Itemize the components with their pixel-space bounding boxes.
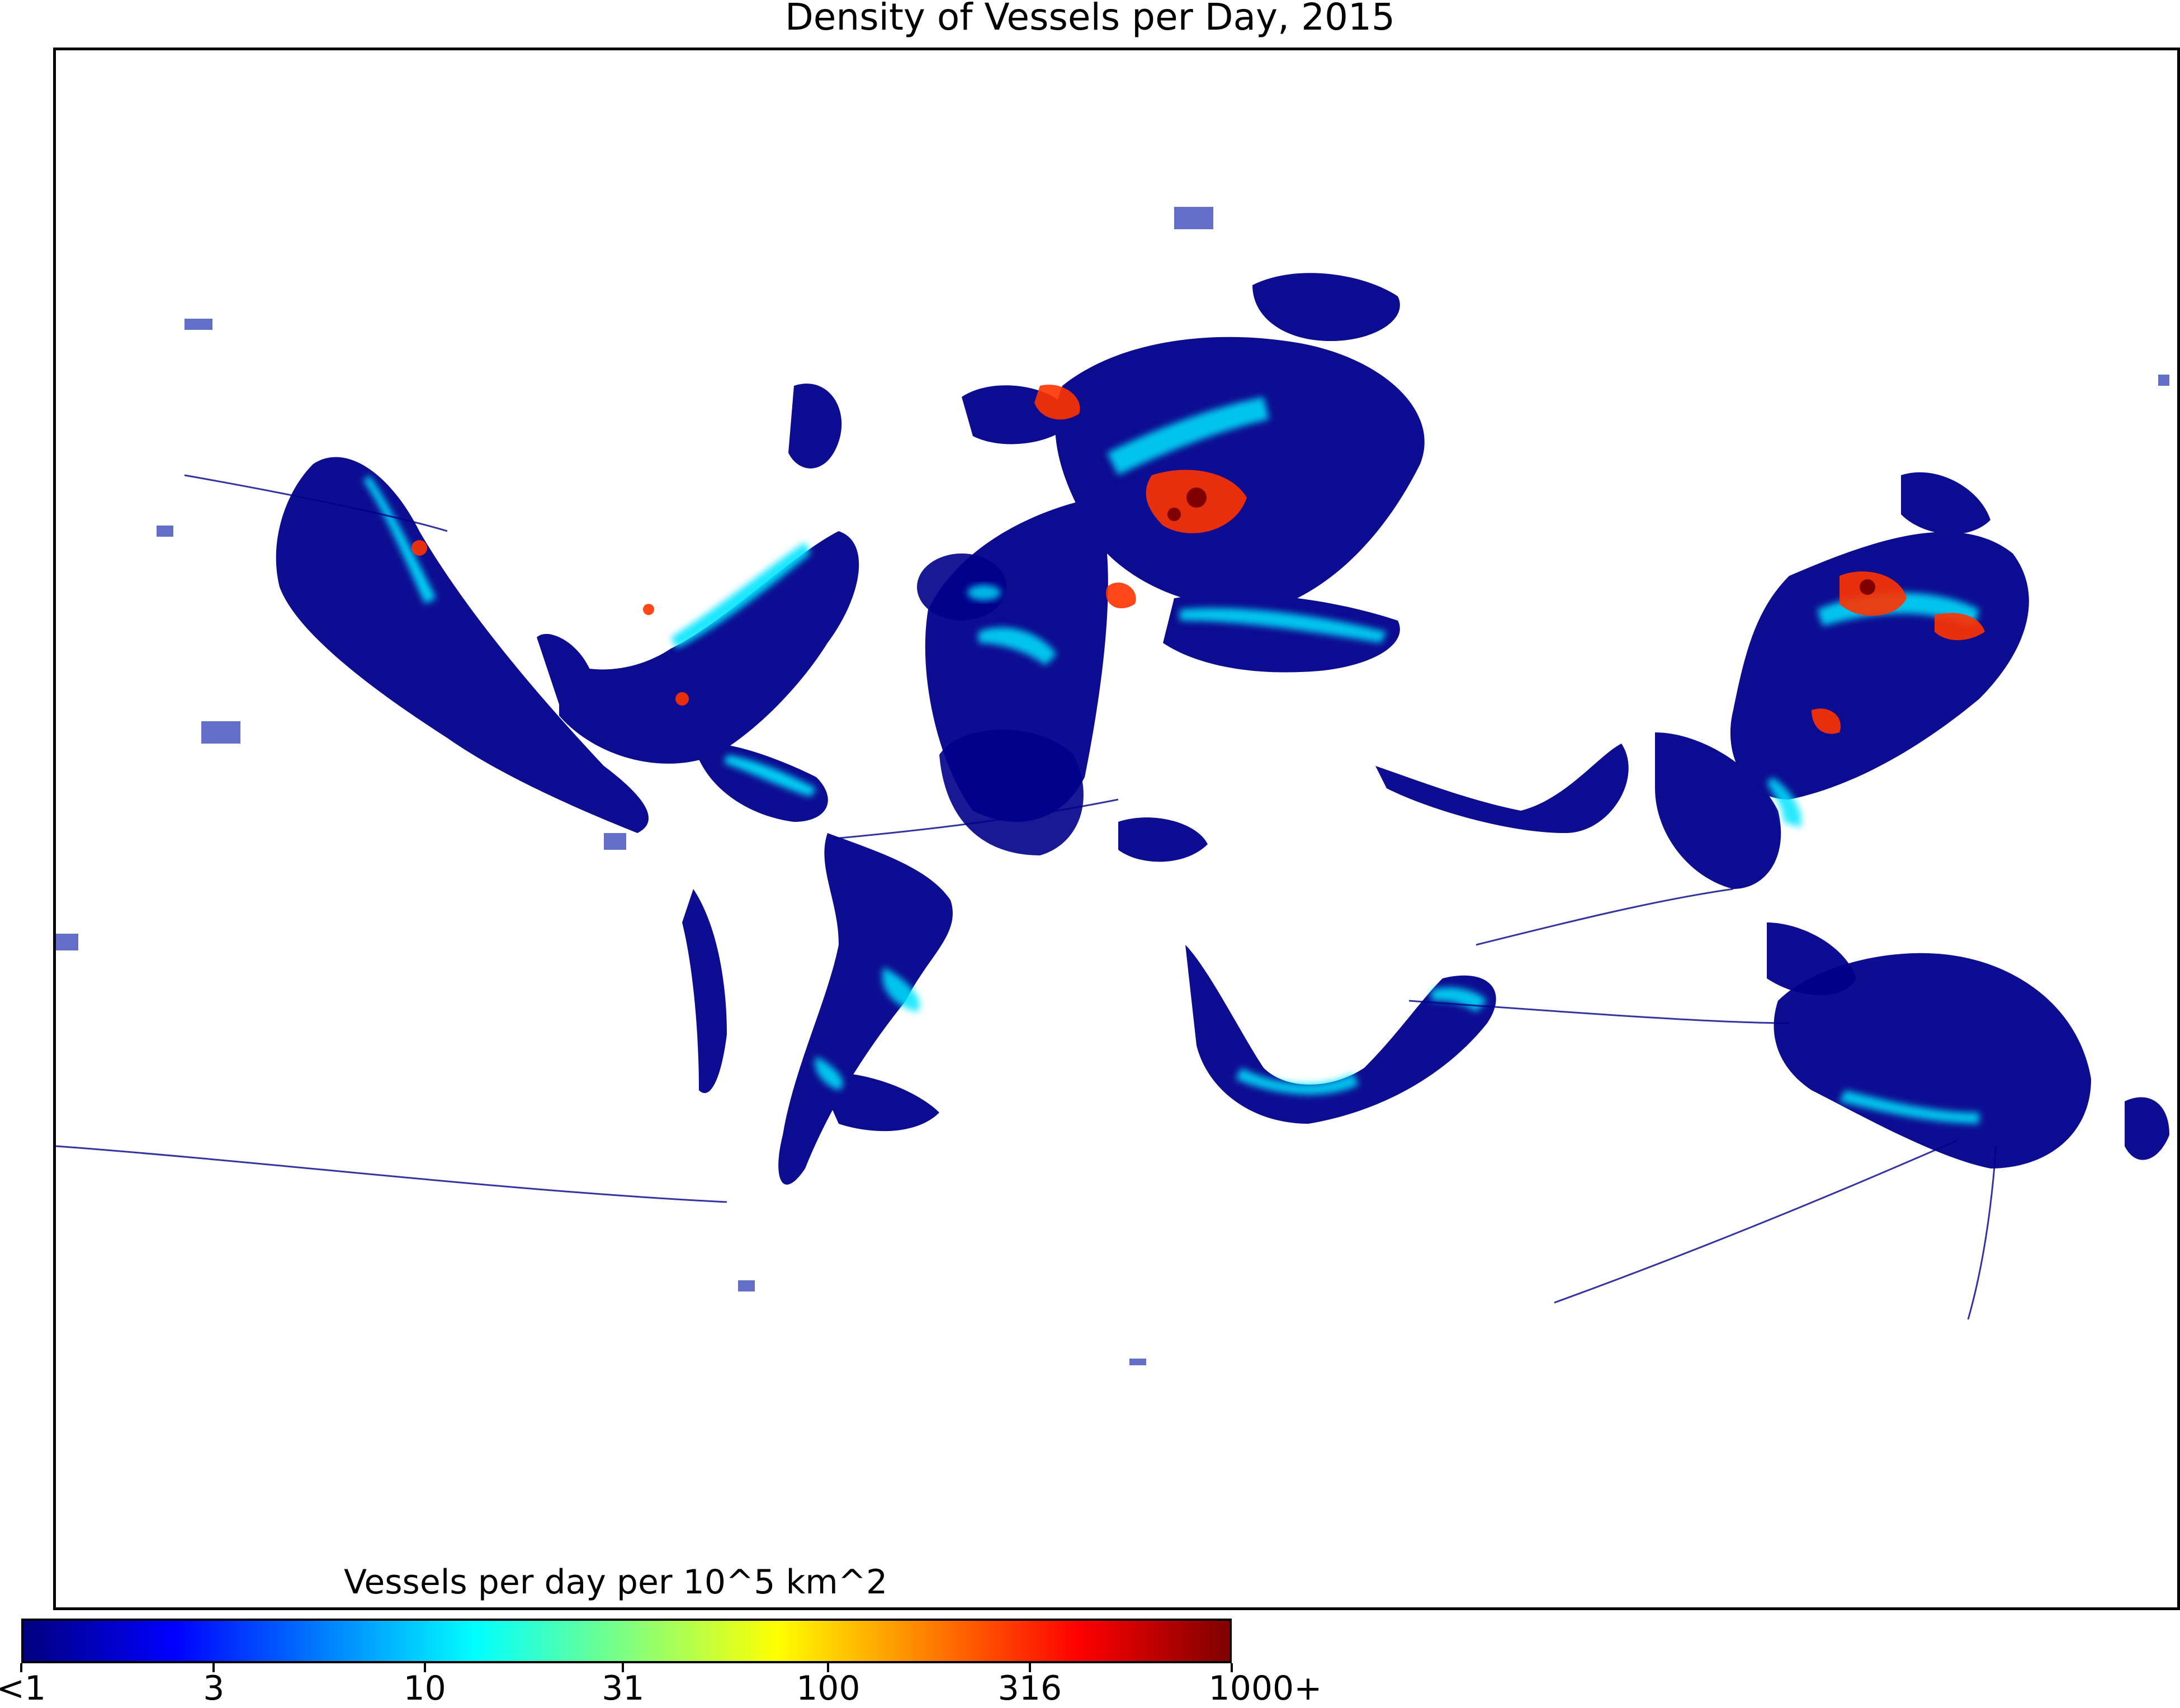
region-europe-darkred [1167,488,1207,521]
colorbar-tick [423,1663,426,1672]
region-australia [1774,953,2169,1168]
colorbar-tick-label: 1000+ [1208,1669,1322,1708]
colorbar-tick-label: 10 [403,1669,446,1708]
colorbar-tick-label: 100 [796,1669,860,1708]
region-north-america [276,384,859,833]
density-map-canvas [56,207,2169,1365]
colorbar-tick [212,1663,215,1672]
colorbar-tick [20,1663,22,1672]
colorbar-tick-label: 3 [203,1669,225,1708]
colorbar-tick [1231,1663,1233,1672]
colorbar-title: Vessels per day per 10^5 km^2 [344,1563,888,1602]
region-europe-hot [978,397,1387,665]
region-south-america [682,833,953,1185]
shipping-lanes [56,474,1997,1320]
map-title: Density of Vessels per Day, 2015 [784,0,1396,39]
region-asia [1655,472,2029,995]
colorbar-tick [622,1663,625,1672]
region-africa [1118,744,1629,1124]
scattered-dots [56,207,2169,1365]
colorbar-tick-label: 316 [997,1669,1062,1708]
colorbar-tick-label: <1 [0,1669,46,1708]
colorbar [21,1619,1232,1663]
region-atlantic [917,553,1084,855]
colorbar-tick-label: 31 [602,1669,645,1708]
region-north-america-red [412,540,689,706]
colorbar-tick [1028,1663,1031,1672]
region-north-america-hot [363,475,816,797]
density-map[interactable] [53,48,2180,1610]
colorbar-tick [827,1663,830,1672]
